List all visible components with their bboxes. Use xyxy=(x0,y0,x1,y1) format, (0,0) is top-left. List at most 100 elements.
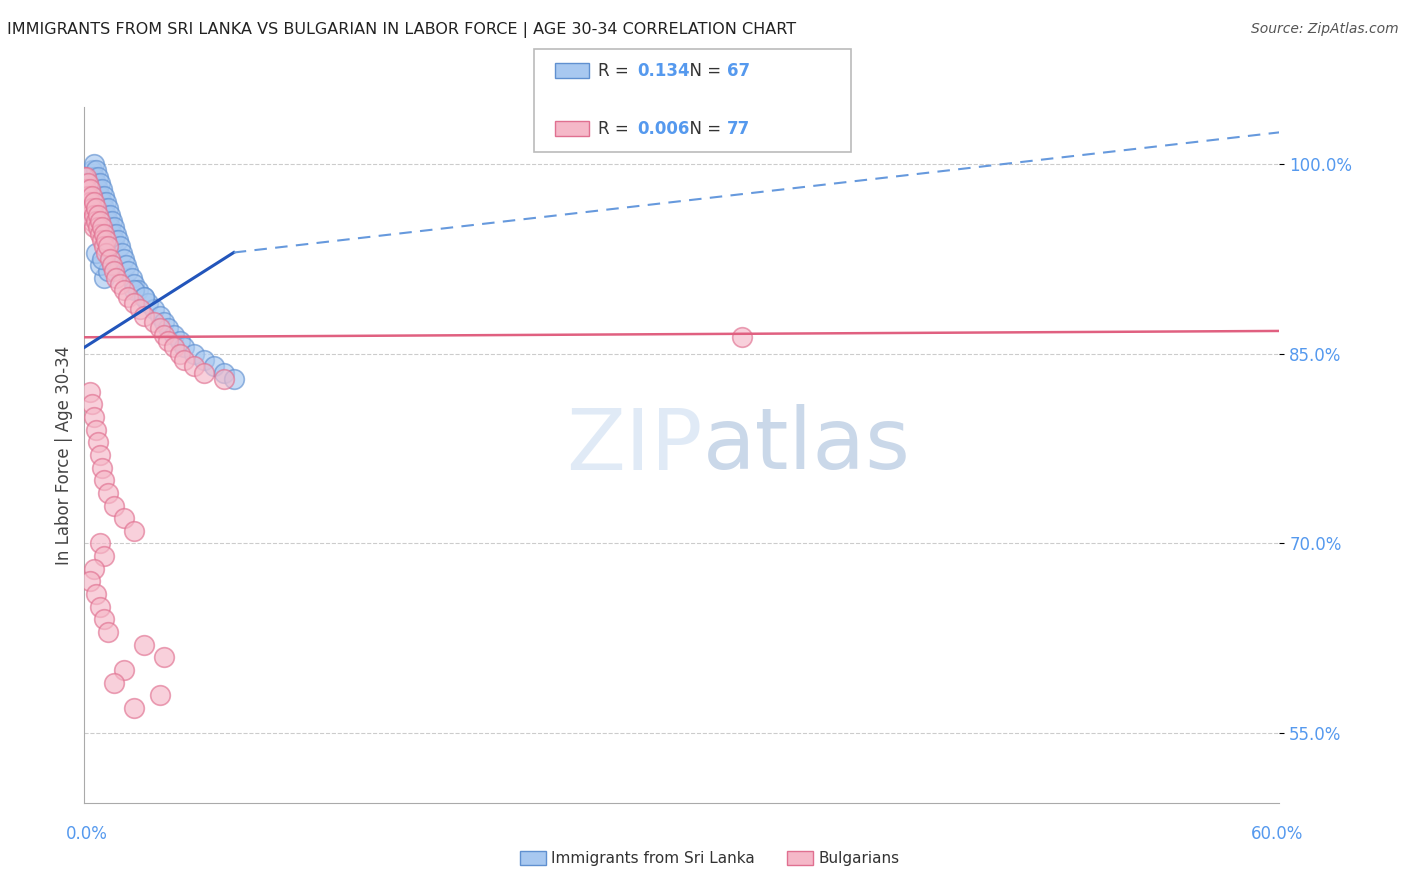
Point xyxy=(193,353,215,368)
Point xyxy=(87,220,110,235)
Point xyxy=(82,201,104,215)
Point xyxy=(112,284,135,298)
Point xyxy=(86,188,108,202)
Point xyxy=(112,663,135,677)
Point xyxy=(122,296,145,310)
Point xyxy=(103,499,125,513)
Point xyxy=(183,359,205,374)
Point xyxy=(79,194,101,209)
Text: N =: N = xyxy=(679,62,727,80)
Point xyxy=(103,220,125,235)
Point xyxy=(97,486,120,500)
Point xyxy=(91,220,114,235)
Point xyxy=(149,688,172,702)
Point xyxy=(83,194,105,209)
Point xyxy=(89,536,111,550)
Point xyxy=(82,188,104,202)
Point xyxy=(153,315,176,329)
Point xyxy=(98,208,121,222)
Point xyxy=(107,233,129,247)
Text: 0.134: 0.134 xyxy=(637,62,689,80)
Point xyxy=(73,169,96,184)
Point xyxy=(103,233,125,247)
Point xyxy=(77,201,100,215)
Point xyxy=(83,409,105,424)
Point xyxy=(89,599,111,614)
Point xyxy=(86,245,108,260)
Point xyxy=(132,290,156,304)
Point xyxy=(96,208,118,222)
Point xyxy=(91,252,114,266)
Point xyxy=(153,650,176,665)
Point xyxy=(112,511,135,525)
Point xyxy=(110,277,132,292)
Point xyxy=(157,334,180,348)
Point xyxy=(93,612,115,626)
Text: N =: N = xyxy=(679,120,727,138)
Point xyxy=(97,239,120,253)
Point xyxy=(91,233,114,247)
Text: Source: ZipAtlas.com: Source: ZipAtlas.com xyxy=(1251,22,1399,37)
Point xyxy=(83,208,105,222)
Point xyxy=(103,675,125,690)
Point xyxy=(149,309,172,323)
Point xyxy=(731,330,754,344)
Point xyxy=(75,182,97,196)
Point xyxy=(93,239,115,253)
Point xyxy=(143,302,166,317)
Text: R =: R = xyxy=(598,62,634,80)
Point xyxy=(82,176,104,190)
Point xyxy=(91,182,114,196)
Point xyxy=(87,169,110,184)
Point xyxy=(89,214,111,228)
Point xyxy=(98,220,121,235)
Point xyxy=(73,208,96,222)
Point xyxy=(127,284,149,298)
Point xyxy=(129,302,152,317)
Text: ZIP: ZIP xyxy=(567,404,703,488)
Text: 67: 67 xyxy=(727,62,749,80)
Point xyxy=(86,214,108,228)
Point xyxy=(79,182,101,196)
Point xyxy=(212,372,235,386)
Point xyxy=(169,334,191,348)
Point xyxy=(89,258,111,272)
Text: 77: 77 xyxy=(727,120,751,138)
Point xyxy=(86,423,108,437)
Point xyxy=(132,309,156,323)
Point xyxy=(82,163,104,178)
Point xyxy=(153,327,176,342)
Point xyxy=(122,284,145,298)
Point xyxy=(132,638,156,652)
Point xyxy=(222,372,245,386)
Text: IMMIGRANTS FROM SRI LANKA VS BULGARIAN IN LABOR FORCE | AGE 30-34 CORRELATION CH: IMMIGRANTS FROM SRI LANKA VS BULGARIAN I… xyxy=(7,22,796,38)
Point xyxy=(105,270,128,285)
Point xyxy=(97,214,120,228)
Text: 0.006: 0.006 xyxy=(637,120,689,138)
Point xyxy=(136,296,159,310)
Point xyxy=(86,163,108,178)
Point xyxy=(93,227,115,241)
Point xyxy=(73,182,96,196)
Point xyxy=(117,290,139,304)
Point xyxy=(79,384,101,399)
Point xyxy=(83,562,105,576)
Point xyxy=(83,157,105,171)
Point xyxy=(79,208,101,222)
Point xyxy=(77,176,100,190)
Point xyxy=(110,239,132,253)
Point xyxy=(97,201,120,215)
Point xyxy=(212,366,235,380)
Point xyxy=(98,252,121,266)
Point xyxy=(101,227,124,241)
Point xyxy=(149,321,172,335)
Point xyxy=(87,435,110,450)
Point xyxy=(173,353,195,368)
Point xyxy=(86,176,108,190)
Point xyxy=(93,270,115,285)
Point xyxy=(122,277,145,292)
Point xyxy=(83,182,105,196)
Point xyxy=(86,201,108,215)
Point xyxy=(82,214,104,228)
Point xyxy=(105,227,128,241)
